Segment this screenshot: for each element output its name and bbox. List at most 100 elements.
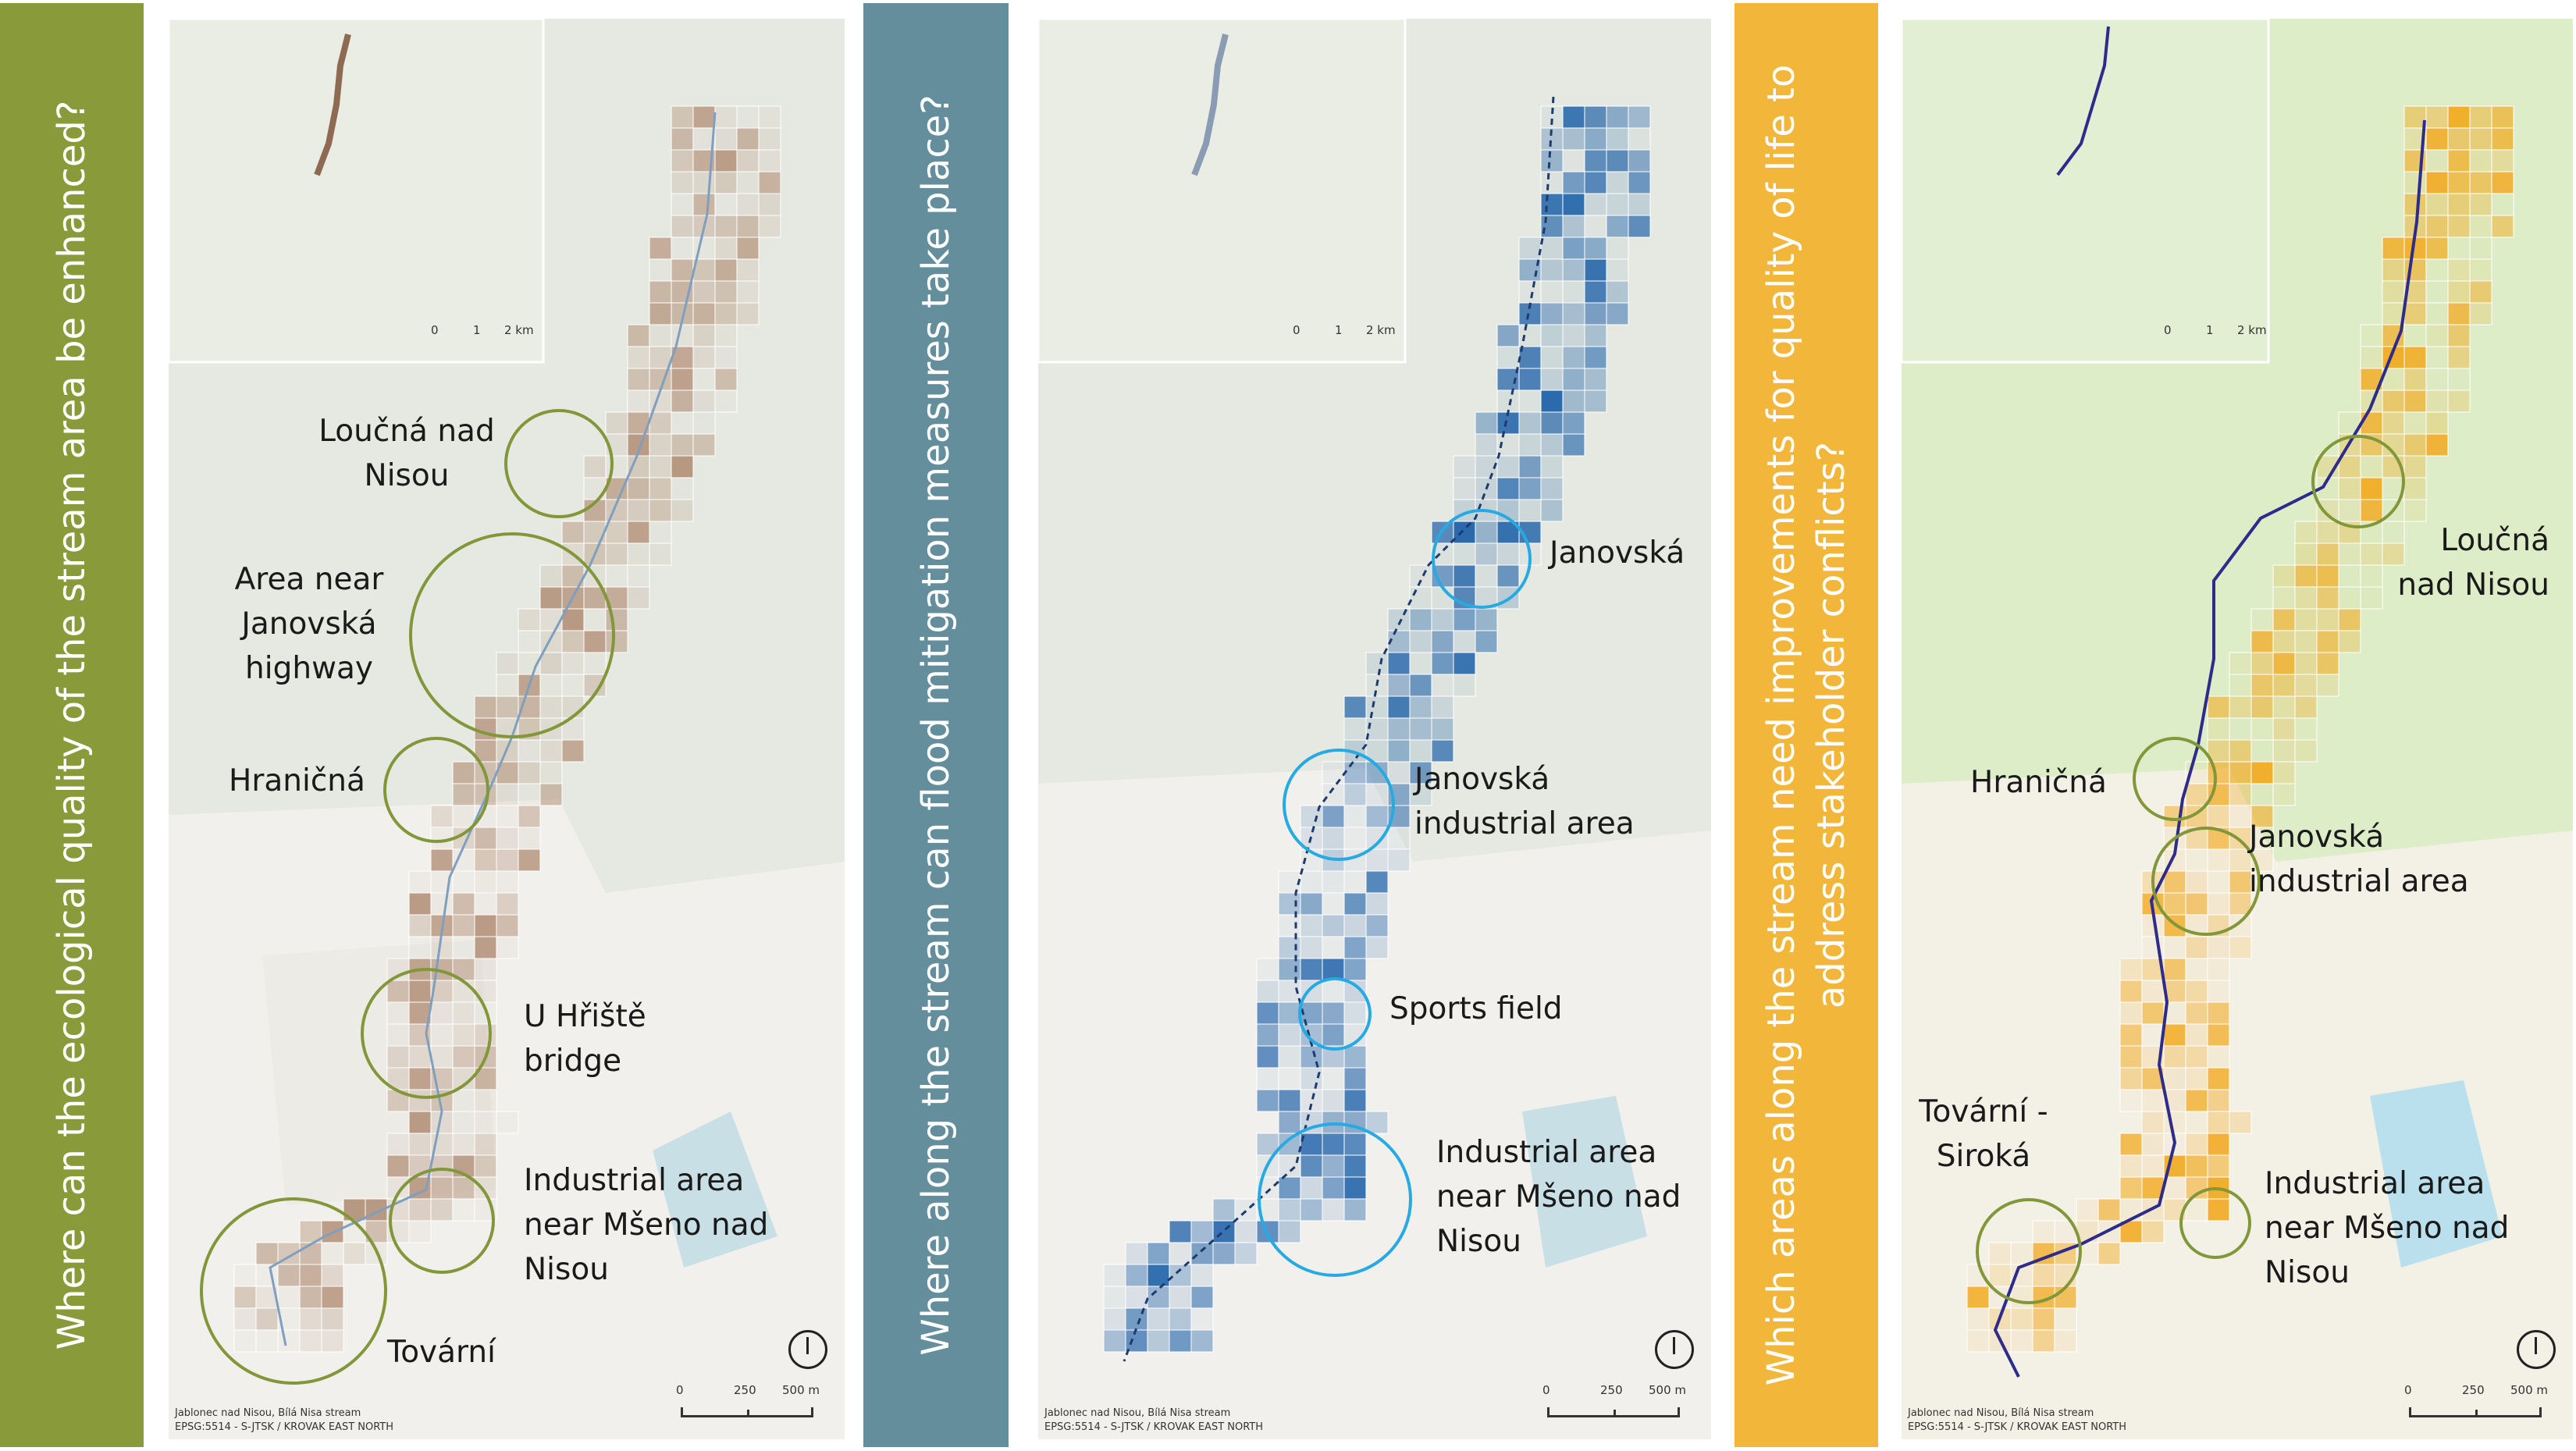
grid-cell [408,936,432,959]
grid-cell [1562,105,1585,129]
grid-cell [2447,149,2471,172]
grid-cell [1147,1286,1170,1309]
grid-cell [671,368,694,391]
grid-cell [2119,980,2143,1003]
grid-cell [2119,1133,2143,1156]
grid-cell [561,521,585,544]
grid-cell [627,368,650,391]
grid-cell [605,521,628,544]
grid-cell [2382,542,2405,566]
grid-cell [2360,586,2383,610]
grid-cell [2272,564,2296,588]
grid-cell [1966,1286,1990,1309]
grid-cell [2141,1154,2165,1178]
grid-cell [2294,652,2318,675]
grid-cell [714,389,738,413]
grid-cell [671,324,694,347]
grid-cell [1409,630,1432,653]
grid-cell [1147,1264,1170,1287]
grid-cell [2163,958,2186,981]
grid-cell [2163,1045,2186,1069]
grid-cell [2425,149,2449,172]
grid-cell [299,1264,322,1287]
grid-cell [277,1264,301,1287]
grid-cell [714,171,738,194]
inset-scale-bar: 0 1 2 km [1293,323,1396,337]
grid-cell [1278,914,1301,937]
grid-cell [627,586,650,610]
grid-cell [518,761,541,784]
grid-cell [2207,761,2230,784]
grid-cell [255,1307,279,1331]
grid-cell [1606,258,1629,282]
grid-cell [1584,280,1607,304]
grid-cell [627,564,650,588]
grid-cell [692,389,716,413]
grid-cell [452,1176,475,1200]
grid-cell [1343,695,1367,719]
grid-cell [1256,1067,1279,1090]
quality-grid-cells [1966,105,2514,1353]
grid-cell [496,848,519,872]
grid-cell [2469,127,2492,151]
grid-cell [2469,236,2492,260]
grid-cell [2403,193,2427,216]
grid-cell [496,870,519,894]
grid-cell [1540,258,1564,282]
grid-cell [1475,608,1498,631]
grid-cell [1103,1264,1126,1287]
grid-cell [2294,542,2318,566]
grid-cell [1475,521,1498,544]
ecological-grid-cells [233,105,781,1353]
grid-cell [1343,1198,1367,1222]
grid-cell [649,258,672,282]
grid-cell [496,1111,519,1134]
grid-cell [605,564,628,588]
grid-cell [474,914,497,937]
label-janovska-industrial: Janovská industrial area [2249,820,2469,899]
grid-cell [2054,1286,2077,1309]
grid-cell [1540,455,1564,478]
grid-cell [1496,586,1520,610]
grid-cell [1628,127,1651,151]
grid-cell [1190,1307,1214,1331]
grid-cell [2469,215,2492,238]
grid-cell [2207,1198,2230,1222]
grid-cell [452,1133,475,1156]
grid-cell [408,892,432,916]
grid-cell [1562,324,1585,347]
grid-cell [518,805,541,828]
grid-cell [1278,892,1301,916]
grid-cell [1562,411,1585,435]
grid-cell [2207,1023,2230,1047]
grid-cell [1431,652,1454,675]
grid-cell [714,193,738,216]
grid-cell [430,936,454,959]
grid-cell [671,411,694,435]
grid-cell [649,236,672,260]
grid-cell [1256,1089,1279,1112]
grid-cell [1343,892,1367,916]
grid-cell [299,1286,322,1309]
grid-cell [1322,761,1345,784]
grid-cell [1562,171,1585,194]
grid-cell [539,564,563,588]
grid-cell [386,1023,410,1047]
grid-cell [386,1045,410,1069]
grid-cell [2403,368,2427,391]
grid-cell [2425,368,2449,391]
grid-cell [2294,674,2318,697]
grid-cell [2229,870,2252,894]
grid-cell [2425,433,2449,457]
grid-cell [2360,411,2383,435]
grid-cell [539,695,563,719]
grid-cell [2119,1154,2143,1178]
map-quality-canvas [1902,19,2573,1439]
grid-cell [2338,630,2361,653]
grid-cell [758,127,781,151]
grid-cell [1300,1154,1323,1178]
grid-cell [1125,1329,1148,1353]
grid-cell [2425,411,2449,435]
grid-cell [2316,521,2339,544]
grid-cell [474,1023,497,1047]
